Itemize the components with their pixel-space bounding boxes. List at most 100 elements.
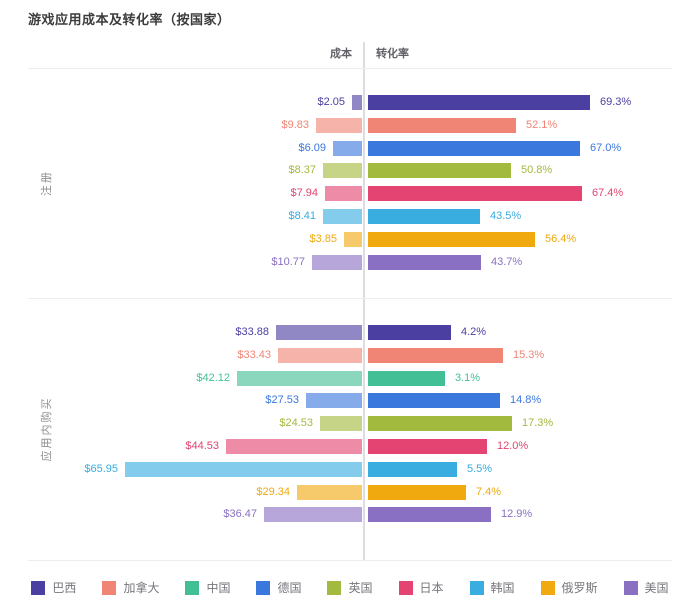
conversion-value-label: 52.1% [526, 119, 558, 131]
conversion-bar[interactable] [368, 325, 451, 340]
conversion-value-label: 56.4% [545, 233, 577, 245]
cost-value-label: $6.09 [298, 142, 326, 154]
cost-value-label: $65.95 [84, 463, 118, 475]
legend-label: 英国 [348, 581, 373, 595]
cost-bar[interactable] [237, 371, 362, 386]
legend-swatch-icon [185, 580, 200, 595]
cost-bar[interactable] [125, 462, 362, 477]
legend-item[interactable]: 英国 [327, 579, 373, 596]
conversion-bar[interactable] [368, 163, 511, 178]
legend-swatch-icon [327, 580, 342, 595]
legend-swatch-icon [102, 580, 117, 595]
legend-item[interactable]: 俄罗斯 [540, 579, 598, 596]
conversion-value-label: 7.4% [476, 486, 502, 498]
conversion-value-label: 17.3% [522, 417, 554, 429]
conversion-bar[interactable] [368, 141, 580, 156]
cost-bar[interactable] [312, 255, 362, 270]
conversion-bar[interactable] [368, 393, 500, 408]
gridline-bottom [28, 560, 672, 561]
legend-item[interactable]: 加拿大 [102, 579, 159, 596]
legend-swatch-icon [469, 580, 484, 595]
conversion-value-label: 50.8% [521, 164, 553, 176]
legend-label: 德国 [277, 581, 302, 595]
gridline-header [28, 68, 672, 69]
conversion-bar[interactable] [368, 255, 481, 270]
cost-bar[interactable] [344, 232, 362, 247]
cost-bar[interactable] [352, 95, 362, 110]
cost-value-label: $42.12 [196, 372, 230, 384]
conversion-bar[interactable] [368, 95, 590, 110]
conversion-bar[interactable] [368, 507, 491, 522]
legend-item[interactable]: 美国 [623, 579, 669, 596]
gridline-section-divider [28, 298, 672, 299]
conversion-column-header: 转化率 [376, 48, 409, 60]
conversion-bar[interactable] [368, 371, 445, 386]
conversion-value-label: 69.3% [600, 96, 632, 108]
conversion-bar[interactable] [368, 186, 582, 201]
legend-swatch-icon [31, 580, 46, 595]
conversion-bar[interactable] [368, 416, 512, 431]
conversion-value-label: 15.3% [513, 349, 545, 361]
cost-bar[interactable] [316, 118, 362, 133]
conversion-value-label: 12.9% [501, 508, 533, 520]
chart-title: 游戏应用成本及转化率（按国家） [28, 12, 231, 27]
conversion-value-label: 67.0% [590, 142, 622, 154]
cost-bar[interactable] [325, 186, 362, 201]
legend: 巴西 加拿大 中国 德国 英国 日本 韩国 俄罗斯 美国 [0, 579, 700, 596]
conversion-value-label: 14.8% [510, 394, 542, 406]
legend-swatch-icon [398, 580, 413, 595]
conversion-bar[interactable] [368, 232, 535, 247]
cost-value-label: $10.77 [271, 256, 305, 268]
cost-bar[interactable] [333, 141, 362, 156]
conversion-value-label: 12.0% [497, 440, 529, 452]
legend-label: 巴西 [52, 581, 77, 595]
cost-value-label: $8.37 [288, 164, 316, 176]
legend-item[interactable]: 德国 [256, 579, 301, 596]
cost-value-label: $29.34 [256, 486, 290, 498]
cost-bar[interactable] [278, 348, 362, 363]
cost-value-label: $33.43 [237, 349, 271, 361]
legend-swatch-icon [623, 580, 638, 595]
conversion-value-label: 4.2% [461, 326, 487, 338]
cost-bar[interactable] [264, 507, 362, 522]
cost-value-label: $7.94 [290, 187, 318, 199]
cost-bar[interactable] [276, 325, 362, 340]
conversion-bar[interactable] [368, 462, 457, 477]
cost-value-label: $36.47 [223, 508, 257, 520]
legend-label: 日本 [419, 581, 444, 595]
cost-bar[interactable] [323, 209, 362, 224]
legend-swatch-icon [540, 580, 555, 595]
cost-value-label: $44.53 [185, 440, 219, 452]
legend-label: 加拿大 [123, 581, 160, 595]
conversion-bar[interactable] [368, 209, 480, 224]
cost-column-header: 成本 [330, 48, 352, 60]
legend-item[interactable]: 日本 [398, 579, 444, 596]
legend-label: 韩国 [490, 581, 515, 595]
legend-label: 中国 [206, 581, 231, 595]
conversion-bar[interactable] [368, 439, 487, 454]
conversion-bar[interactable] [368, 118, 516, 133]
conversion-value-label: 5.5% [467, 463, 493, 475]
conversion-value-label: 43.5% [490, 210, 522, 222]
cost-bar[interactable] [320, 416, 362, 431]
cost-value-label: $3.85 [309, 233, 337, 245]
cost-bar[interactable] [306, 393, 362, 408]
legend-label: 俄罗斯 [561, 581, 598, 595]
legend-swatch-icon [256, 580, 271, 595]
cost-bar[interactable] [226, 439, 362, 454]
legend-item[interactable]: 韩国 [469, 579, 515, 596]
cost-bar[interactable] [297, 485, 362, 500]
legend-item[interactable]: 巴西 [31, 579, 76, 596]
legend-label: 美国 [644, 581, 669, 595]
cost-bar[interactable] [323, 163, 362, 178]
conversion-bar[interactable] [368, 348, 503, 363]
cost-value-label: $27.53 [265, 394, 299, 406]
conversion-value-label: 67.4% [592, 187, 624, 199]
conversion-bar[interactable] [368, 485, 466, 500]
cost-value-label: $24.53 [279, 417, 313, 429]
conversion-value-label: 43.7% [491, 256, 523, 268]
cost-value-label: $8.41 [288, 210, 316, 222]
legend-item[interactable]: 中国 [185, 579, 230, 596]
